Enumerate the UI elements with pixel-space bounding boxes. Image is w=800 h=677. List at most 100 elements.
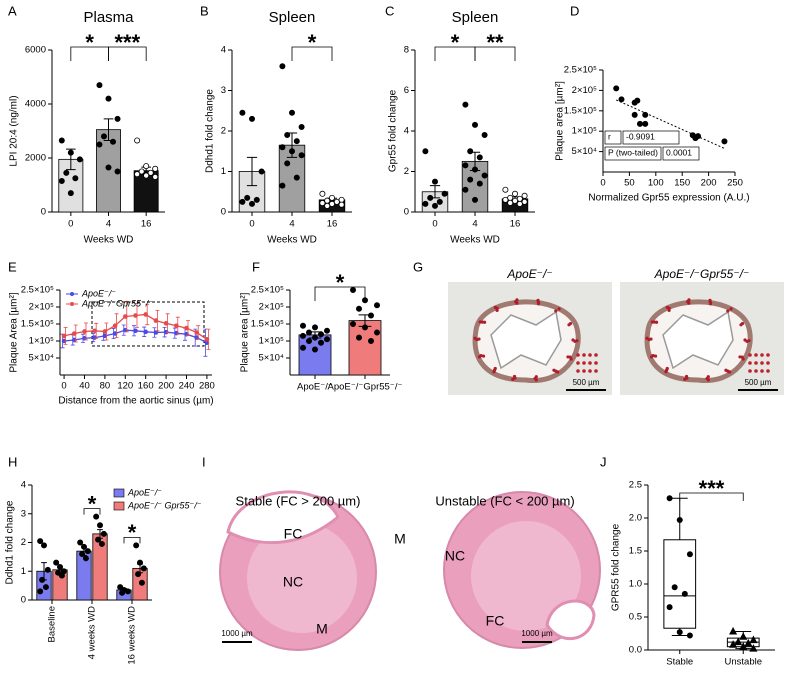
panel-letter: E — [8, 259, 17, 274]
data-point — [58, 572, 65, 579]
stain — [748, 353, 752, 357]
panel-letter: B — [200, 3, 209, 18]
data-point — [114, 168, 121, 175]
data-point — [42, 584, 49, 591]
x-tick-label: 50 — [624, 178, 635, 189]
data-point — [311, 324, 318, 331]
y-tick-label: 1.5×10⁵ — [564, 105, 597, 116]
stain — [588, 353, 592, 357]
data-point — [67, 190, 74, 197]
data-point — [749, 635, 758, 644]
stain — [687, 298, 691, 302]
data-point — [666, 495, 673, 502]
significance-bracket — [123, 536, 141, 544]
data-point — [666, 604, 673, 611]
data-point — [58, 137, 65, 144]
data-point — [82, 555, 89, 562]
y-tick-label: 1.5×10⁵ — [21, 319, 54, 330]
stain — [724, 368, 728, 372]
x-tick-label: 80 — [100, 381, 111, 392]
data-point — [521, 192, 528, 199]
table-text: -0.9091 — [626, 131, 655, 141]
data-point — [739, 632, 748, 640]
y-tick-label: 1 — [21, 566, 26, 577]
data-point — [686, 632, 693, 639]
y-tick-label: 2.5 — [629, 480, 642, 491]
data-point — [105, 164, 112, 171]
data-point — [422, 148, 429, 155]
data-point — [194, 330, 199, 335]
annotation: FC — [284, 526, 303, 542]
x-tick-label: 16 — [327, 219, 338, 230]
data-point — [100, 133, 107, 140]
data-point — [427, 194, 434, 201]
box — [663, 539, 697, 629]
panel-letter: F — [252, 259, 260, 274]
significance-bracket — [108, 46, 147, 61]
panel-letter: I — [202, 454, 206, 469]
table-text: 0.0001 — [666, 147, 692, 157]
stain — [665, 366, 669, 371]
data-point — [431, 202, 438, 209]
x-tick-label: ApoE⁻/⁻ — [297, 382, 333, 393]
data-point — [634, 97, 641, 104]
panel-letter: G — [413, 259, 423, 274]
data-point — [96, 82, 103, 89]
x-tick-label: 0 — [61, 381, 66, 392]
data-point — [305, 329, 312, 336]
significance-bracket — [314, 286, 366, 301]
stain — [726, 309, 730, 313]
data-point — [642, 120, 649, 127]
y-tick-label: 2.5×10⁵ — [21, 285, 54, 296]
table-text: P (two-tailed) — [608, 147, 658, 157]
panel-title: Plasma — [83, 9, 134, 26]
data-point — [631, 111, 638, 118]
data-point — [253, 196, 260, 203]
significance-label: ** — [486, 30, 504, 55]
y-axis-label: Plaque Area [µm²] — [9, 292, 20, 372]
error-bar — [246, 156, 258, 187]
x-tick-label: 4 — [472, 219, 477, 230]
y-tick-label: 1×10⁵ — [572, 126, 597, 137]
data-point — [44, 566, 51, 573]
data-point — [686, 551, 693, 558]
data-point — [739, 642, 748, 650]
y-tick-label: 2×10⁵ — [259, 302, 284, 313]
data-point — [471, 121, 478, 128]
stain — [748, 369, 752, 373]
data-point — [676, 629, 683, 636]
y-tick-label: 6000 — [25, 45, 46, 56]
x-tick-label: 0 — [432, 219, 437, 230]
stain — [766, 353, 770, 357]
data-point — [184, 325, 189, 331]
data-point — [323, 327, 330, 334]
data-point — [471, 196, 478, 203]
data-point — [136, 559, 143, 566]
data-point — [72, 175, 79, 182]
significance-label: * — [88, 491, 97, 516]
data-point — [135, 571, 142, 578]
data-point — [57, 563, 64, 570]
data-point — [298, 152, 305, 159]
data-point — [284, 132, 291, 139]
x-tick-label: 4 weeks WD — [87, 606, 98, 659]
data-point — [71, 331, 77, 336]
x-tick-label: 4 — [289, 219, 294, 230]
y-tick-label: 4 — [21, 480, 26, 491]
legend-marker — [70, 292, 74, 296]
stain — [573, 339, 577, 343]
data-point — [152, 173, 159, 180]
stain — [582, 369, 586, 373]
table-cell — [662, 146, 700, 161]
x-axis-label: Distance from the aortic sinus (µm) — [58, 396, 213, 407]
x-axis-label: Weeks WD — [450, 235, 500, 246]
significance-label: *** — [114, 30, 140, 55]
y-tick-label: 4000 — [25, 99, 46, 110]
table-cell — [604, 130, 622, 145]
table-text: r — [608, 131, 611, 141]
data-point — [63, 169, 70, 176]
data-point — [462, 162, 469, 169]
data-point — [105, 95, 112, 102]
stain — [760, 353, 764, 357]
